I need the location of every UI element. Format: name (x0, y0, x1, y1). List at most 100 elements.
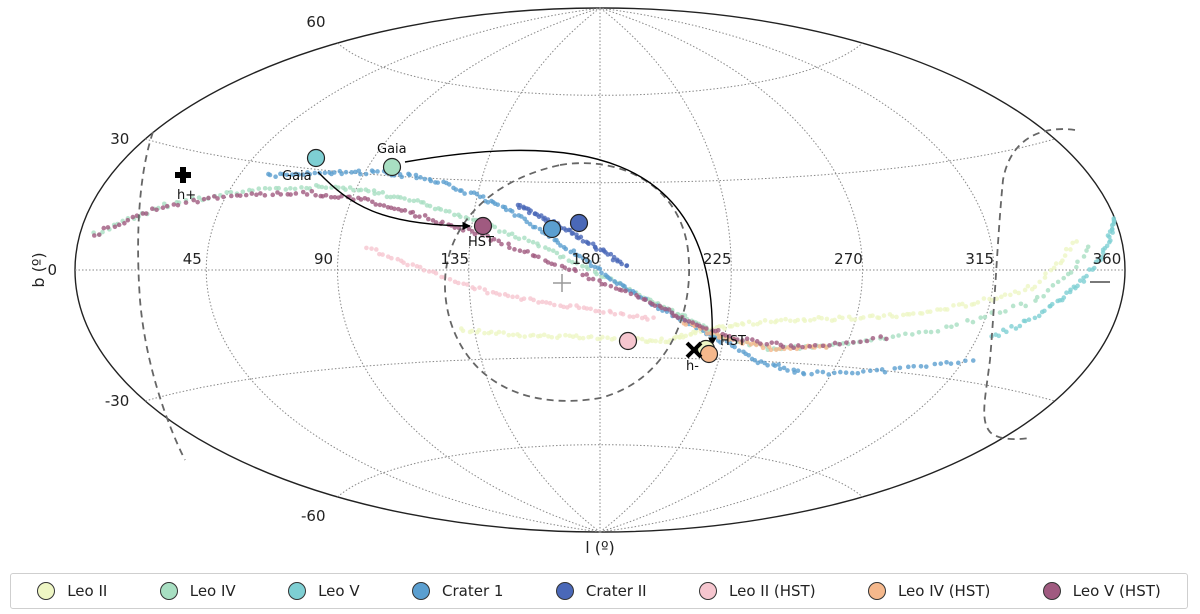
stream-point (502, 229, 507, 235)
stream-point (955, 360, 961, 366)
stream-point (552, 302, 557, 308)
stream-point (923, 364, 929, 369)
stream-point (852, 317, 858, 322)
stream-point (1085, 244, 1091, 250)
stream-point (643, 297, 648, 303)
stream-point (608, 309, 614, 315)
stream-point (928, 329, 934, 335)
stream-point (395, 256, 401, 262)
stream-point (1042, 275, 1048, 280)
stream-point (951, 303, 956, 308)
stream-point (997, 310, 1003, 315)
stream-point (532, 224, 538, 230)
pole-label: h- (686, 359, 699, 374)
y-tick-label: -60 (301, 507, 326, 525)
stream-point (769, 340, 775, 345)
stream-point (546, 247, 552, 252)
stream-point (978, 315, 984, 320)
stream-point (772, 363, 778, 368)
stream-point (561, 304, 566, 310)
stream-point (524, 219, 530, 225)
stream-point (879, 367, 885, 372)
stream-point (753, 342, 759, 348)
x-axis-label: l (º) (585, 538, 615, 557)
stream-point (292, 186, 298, 192)
stream-point (428, 178, 434, 184)
stream-point (837, 341, 842, 347)
stream-point (280, 171, 286, 177)
annotation-label: Gaia (282, 169, 312, 184)
stream-point (911, 364, 916, 369)
stream-point (1032, 315, 1038, 321)
stream-point (373, 202, 379, 207)
stream-point (377, 202, 383, 208)
x-tick-label: 90 (314, 250, 333, 268)
stream-point (211, 194, 217, 199)
stream-point (762, 318, 768, 323)
legend: Leo II Leo IV Leo V Crater 1 Crater II Leo II… (10, 573, 1188, 609)
stream-point (323, 185, 329, 191)
stream-point (590, 276, 596, 282)
stream-point (140, 211, 146, 216)
legend-label: Leo II (HST) (729, 582, 816, 600)
stream-point (474, 191, 480, 197)
stream-point (370, 199, 375, 205)
stream-point (332, 194, 338, 200)
stream-point (307, 171, 313, 177)
stream-point (820, 369, 826, 375)
stream-point (418, 175, 423, 180)
stream-point (328, 194, 334, 200)
stream-point (812, 343, 818, 348)
y-tick-label: 60 (306, 13, 325, 31)
stream-point (780, 344, 786, 350)
legend-item: Leo V (HST) (1042, 582, 1161, 600)
stream-point (754, 339, 760, 344)
stream-point (918, 363, 924, 369)
stream-point (948, 361, 954, 366)
legend-label: Leo II (67, 582, 108, 600)
stream-point (288, 192, 293, 197)
stream-point (480, 194, 486, 199)
stream-point (634, 313, 640, 319)
stream-point (795, 317, 801, 323)
stream-point (1107, 234, 1112, 240)
arrow-gaia-to-hst (317, 171, 471, 231)
stream-point (313, 192, 318, 198)
stream-point (215, 196, 220, 201)
parallel-line (337, 42, 863, 96)
stream-point (586, 241, 591, 246)
stream-point (530, 332, 536, 338)
stream-point (240, 189, 246, 195)
y-tick-label: 30 (110, 130, 129, 148)
contour-left (137, 131, 186, 461)
stream-point (884, 336, 889, 342)
stream-point (610, 257, 616, 263)
stream-point (960, 301, 965, 307)
tick-labels: 45 90 135 180 225 270 315 360 60 30 0 -30 -60 (47, 13, 1121, 525)
stream-point (485, 233, 490, 239)
stream-point (499, 241, 504, 247)
stream-point (452, 225, 458, 230)
legend-label: Leo IV (189, 582, 236, 600)
stream-point (540, 299, 545, 305)
stream-point (949, 324, 954, 330)
stream-point (224, 190, 229, 195)
stream-point (776, 362, 781, 367)
stream-point (525, 249, 530, 254)
stream-point (460, 328, 466, 334)
stream-point (722, 326, 727, 331)
stream-point (537, 226, 543, 232)
stream-point (662, 306, 668, 312)
stream-point (1025, 283, 1031, 289)
stream-point (130, 214, 136, 220)
stream-point (764, 341, 770, 347)
stream-point (1013, 326, 1019, 331)
stream-point (628, 291, 634, 297)
stream-point (723, 333, 728, 338)
stream-point (636, 295, 641, 300)
stream-point (593, 308, 598, 314)
stream-point (700, 325, 705, 330)
stream-point (284, 172, 290, 178)
stream-point (456, 280, 461, 286)
stream-point (237, 193, 243, 198)
